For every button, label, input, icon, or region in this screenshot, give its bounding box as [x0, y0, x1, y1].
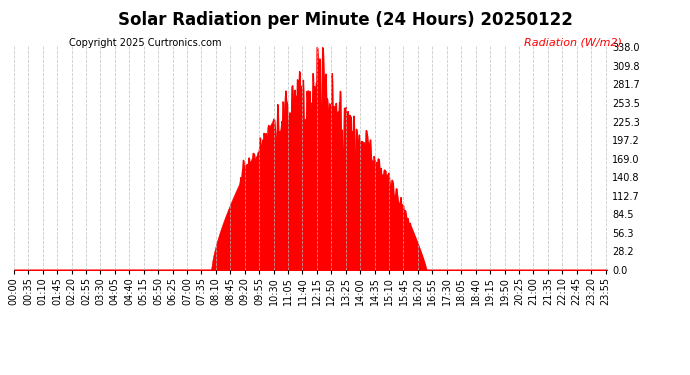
- Text: Solar Radiation per Minute (24 Hours) 20250122: Solar Radiation per Minute (24 Hours) 20…: [117, 11, 573, 29]
- Text: Radiation (W/m2): Radiation (W/m2): [524, 38, 622, 48]
- Text: Copyright 2025 Curtronics.com: Copyright 2025 Curtronics.com: [69, 38, 221, 48]
